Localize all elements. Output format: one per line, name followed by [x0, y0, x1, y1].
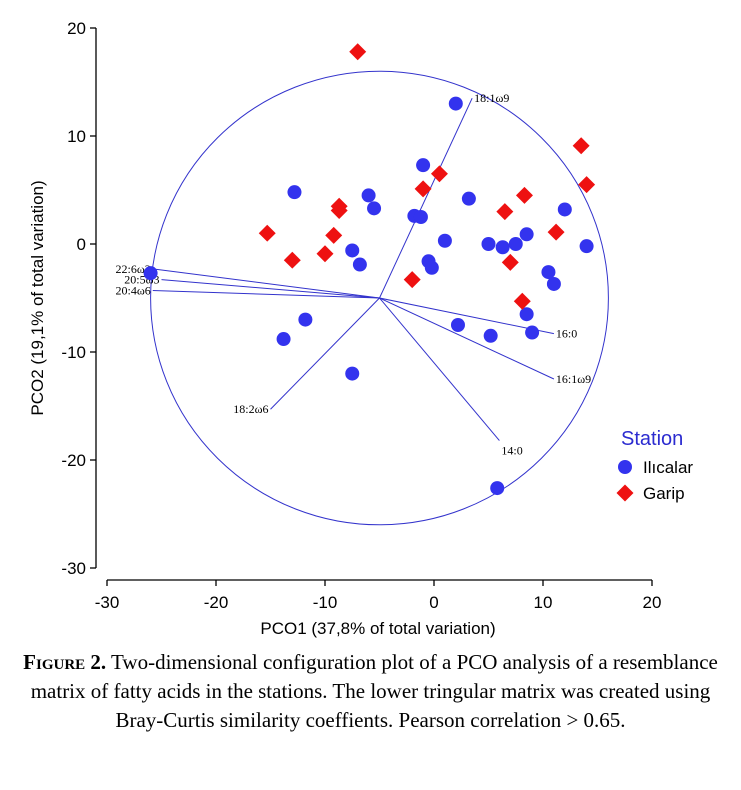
y-tick-label: -30 — [61, 559, 86, 578]
data-point-ilicalar — [557, 202, 572, 217]
vector-label: 18:1ω9 — [474, 91, 509, 105]
data-point-ilicalar — [490, 481, 505, 496]
vector-line — [270, 297, 380, 410]
vector-line — [379, 297, 555, 380]
data-point-ilicalar — [361, 188, 376, 203]
data-point-garip — [403, 271, 421, 289]
x-tick-label: -30 — [95, 593, 120, 612]
pco-chart: -30 -20 -10 0 10 20 -30 -20 -10 0 10 20 18:1ω9 22:6ω… — [28, 19, 693, 638]
data-point-layer — [143, 43, 596, 496]
y-tick-label: -20 — [61, 451, 86, 470]
x-axis-label: PCO1 (37,8% of total variation) — [260, 619, 495, 638]
y-tick-label: 20 — [67, 19, 86, 38]
vector-line — [379, 297, 500, 441]
data-point-ilicalar — [143, 266, 158, 281]
data-point-garip — [325, 226, 343, 244]
data-point-ilicalar — [345, 243, 360, 258]
vector-line — [379, 97, 473, 299]
figure-label: Figure 2. — [23, 650, 107, 674]
data-point-garip — [501, 253, 519, 271]
data-point-garip — [513, 292, 531, 310]
vector-line — [161, 279, 380, 299]
data-point-garip — [316, 245, 334, 263]
y-tick-label: -10 — [61, 343, 86, 362]
legend: Station Ilıcalar Garip — [616, 428, 693, 503]
vector-label: 16:0 — [556, 327, 577, 341]
chart-axes: -30 -20 -10 0 10 20 -30 -20 -10 0 10 20 — [61, 19, 661, 612]
x-tick-label: -10 — [313, 593, 338, 612]
vector-label: 16:1ω9 — [556, 372, 591, 386]
data-point-garip — [283, 251, 301, 269]
data-point-ilicalar — [424, 260, 439, 275]
data-point-ilicalar — [287, 185, 302, 200]
data-point-garip — [349, 43, 367, 61]
data-point-ilicalar — [345, 366, 360, 381]
data-point-garip — [572, 137, 590, 155]
data-point-garip — [578, 176, 596, 194]
vector-line — [152, 289, 380, 299]
legend-title: Station — [621, 428, 683, 450]
data-point-ilicalar — [519, 227, 534, 242]
correlation-circle-layer — [150, 70, 609, 526]
figure-caption: Figure 2. Two-dimensional configuration … — [10, 648, 731, 735]
data-point-ilicalar — [483, 328, 498, 343]
legend-label-garip: Garip — [643, 484, 685, 503]
x-tick-label: -20 — [204, 593, 229, 612]
data-point-ilicalar — [481, 237, 496, 251]
data-point-ilicalar — [541, 265, 556, 280]
data-point-garip — [414, 180, 432, 198]
legend-label-ilicalar: Ilıcalar — [643, 458, 693, 477]
data-point-garip — [430, 165, 448, 183]
vector-label: 18:2ω6 — [233, 402, 268, 416]
data-point-ilicalar — [450, 318, 465, 332]
data-point-ilicalar — [448, 96, 463, 111]
data-point-ilicalar — [508, 237, 523, 251]
data-point-ilicalar — [276, 332, 291, 347]
data-point-ilicalar — [461, 191, 476, 206]
data-point-garip — [330, 202, 348, 220]
y-axis-label: PCO2 (19,1% of total variation) — [28, 180, 47, 415]
vector-line — [152, 268, 380, 299]
data-point-ilicalar — [495, 240, 510, 255]
data-point-ilicalar — [519, 307, 534, 322]
vector-label: 20:4ω6 — [116, 283, 151, 297]
vector-label: 22:6ω3 — [116, 262, 151, 276]
x-tick-label: 0 — [429, 593, 438, 612]
data-point-garip — [258, 224, 276, 242]
data-point-ilicalar — [413, 210, 428, 224]
data-point-ilicalar — [416, 158, 431, 173]
vector-label: 14:0 — [501, 444, 522, 458]
legend-marker-ilicalar — [618, 460, 632, 474]
vector-line — [379, 297, 555, 335]
data-point-ilicalar — [525, 325, 540, 340]
data-point-ilicalar — [437, 233, 452, 248]
y-tick-label: 10 — [67, 127, 86, 146]
caption-text: Two-dimensional configuration plot of a … — [30, 650, 718, 732]
data-point-ilicalar — [367, 201, 382, 216]
data-point-garip — [547, 223, 565, 241]
data-point-ilicalar — [579, 239, 594, 254]
correlation-circle — [150, 70, 609, 526]
data-point-garip — [515, 186, 533, 204]
y-tick-label: 0 — [77, 235, 86, 254]
vector-layer: 18:1ω922:6ω320:5ω320:4ω618:2ω616:016:1ω9… — [116, 91, 592, 457]
x-tick-label: 20 — [643, 593, 662, 612]
data-point-garip — [496, 203, 514, 221]
data-point-ilicalar — [546, 276, 561, 291]
data-point-ilicalar — [352, 257, 367, 272]
x-tick-label: 10 — [534, 593, 553, 612]
data-point-ilicalar — [298, 312, 313, 327]
legend-marker-garip — [616, 484, 634, 502]
